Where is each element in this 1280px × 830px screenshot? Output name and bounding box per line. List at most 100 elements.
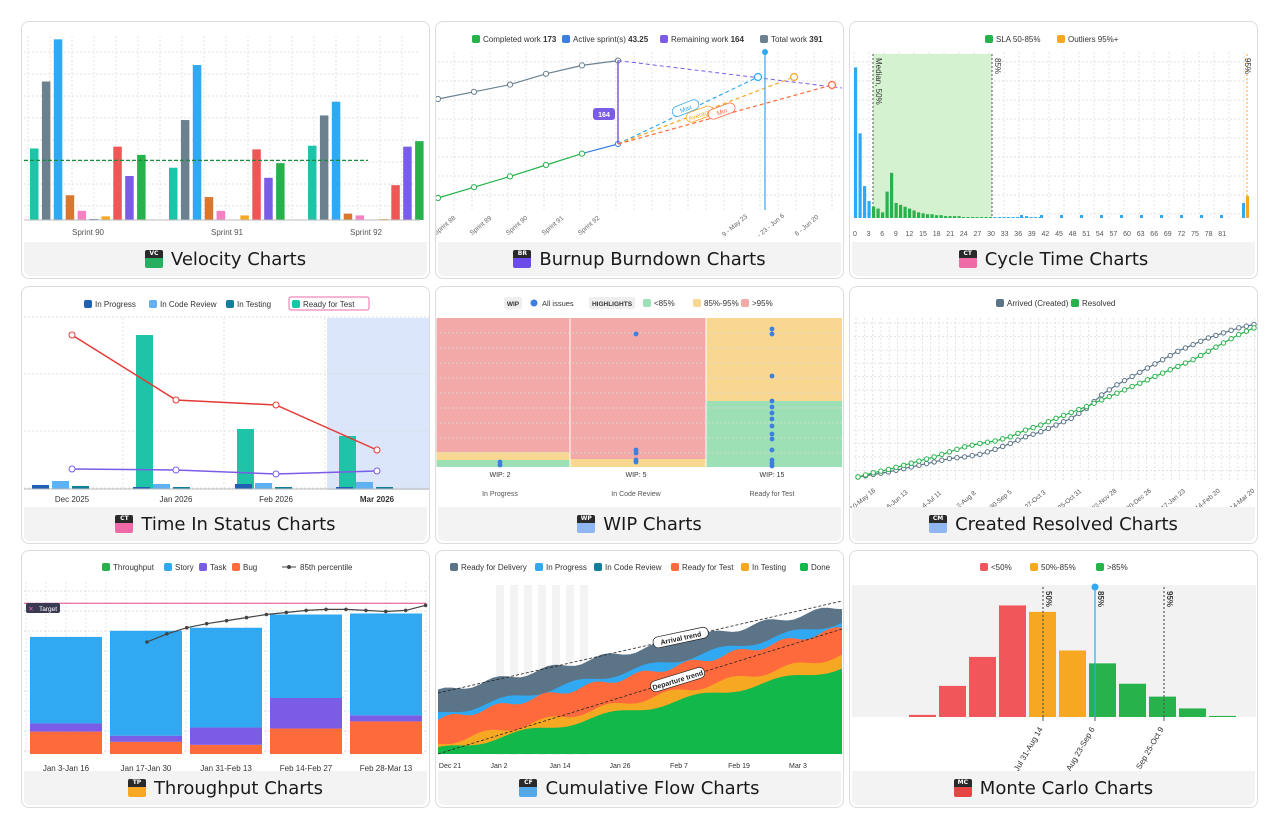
resolved-point [1251, 325, 1257, 331]
x-tick-label: 22-Nov 28 [1091, 487, 1119, 509]
cycle-time-bar [1140, 215, 1143, 218]
velocity-bar [252, 149, 261, 220]
trend-point-red [68, 331, 76, 339]
app-logo-code: CT [958, 250, 977, 258]
arrived-point [1060, 419, 1067, 425]
card-footer: BR Burnup Burndown Charts [438, 242, 841, 276]
chart-plot: In Progress In Code Review In Testing Ready… [24, 296, 429, 504]
cycle-time-bar [1007, 217, 1011, 218]
trend-point-purple [172, 466, 180, 474]
legend-item-swatch [1057, 35, 1065, 43]
completed-work-point [542, 161, 550, 169]
legend-item-swatch [671, 563, 679, 571]
card-title: Throughput Charts [153, 777, 324, 799]
completed-work-point [506, 173, 514, 180]
app-logo-body [958, 258, 977, 268]
status-bar [52, 481, 69, 489]
legend-item-label: In Progress [546, 563, 587, 572]
resolved-point [1144, 377, 1151, 383]
chart-card-burnup-burndown-charts[interactable]: Completed work 173 Active sprint(s) 43.25… [435, 21, 844, 279]
issue-point [769, 398, 775, 404]
percentile-point [324, 607, 328, 612]
cycle-time-bar [1120, 215, 1123, 218]
x-tick-label: 57 [1110, 231, 1118, 238]
x-tick-label: Sprint 92 [350, 228, 383, 237]
x-tick-label: 33 [1001, 231, 1009, 238]
legend-item-label: SLA 50-85% [996, 35, 1040, 44]
app-logo-icon: MC [953, 779, 972, 797]
x-tick-label: Dec 21 [439, 763, 461, 770]
cycle-time-bar [957, 216, 961, 218]
today-marker-dot [762, 49, 768, 55]
x-tick-label: 72 [1178, 231, 1186, 238]
arrived-point [1190, 341, 1196, 348]
legend-item-label: In Code Review [160, 300, 217, 309]
cycle-time-bar [1034, 217, 1038, 218]
flow-area [438, 668, 842, 754]
velocity-bar [41, 81, 51, 221]
resolved-point [1038, 422, 1044, 428]
throughput-bar [270, 728, 342, 754]
probability-bar [909, 714, 936, 717]
x-tick-label: 9 [894, 231, 898, 238]
chart-card-velocity-charts[interactable]: Sprint 90 Sprint 91 Sprint 92 VC Velocity Ch… [21, 21, 430, 279]
legend-item-label: Outliers 95%+ [1068, 35, 1119, 44]
cycle-time-bar [867, 201, 871, 218]
cycle-time-bar [989, 217, 993, 218]
app-logo-code: WP [577, 515, 596, 523]
chart-card-throughput-charts[interactable]: Throughput Story Task Bug 85th percentile Tar… [21, 550, 430, 808]
total-work-point [470, 88, 478, 95]
active-sprint-line [581, 143, 619, 155]
resolved-point [1022, 427, 1029, 433]
legend-item-label: 85%-95% [704, 299, 739, 308]
resolved-point [1129, 383, 1135, 390]
velocity-bar [355, 215, 365, 220]
velocity-bar [101, 216, 110, 220]
legend-item-label: <50% [991, 563, 1012, 572]
throughput-bar [30, 723, 102, 732]
arrived-point [1068, 415, 1074, 422]
x-tick-label: Mar 3 [789, 763, 807, 770]
cycle-time-bar [1060, 215, 1063, 218]
cycle-time-bar [1029, 217, 1033, 218]
legend-item-label: Active sprint(s) 43.25 [573, 35, 649, 44]
chart-card-created-resolved-charts[interactable]: Arrived (Created) Resolved 10-May 16 6-Jun … [849, 286, 1258, 544]
departure-trend-line [437, 628, 843, 755]
x-tick-label: Dec 2025 [55, 495, 90, 504]
x-tick-label: In Progress [482, 491, 518, 498]
probability-bar [1119, 683, 1146, 717]
all-issues-swatch [530, 299, 538, 307]
background-stripe [524, 585, 532, 755]
throughput-bar [110, 741, 182, 754]
resolved-point [1236, 331, 1242, 338]
cycle-time-bar [921, 213, 925, 218]
legend-item-swatch [472, 35, 480, 43]
probability-bar [1059, 650, 1086, 717]
zone-85-95 [436, 452, 570, 460]
chart-card-cumulative-flow-charts[interactable]: Ready for Delivery In Progress In Code Rev… [435, 550, 844, 808]
arrived-point [1114, 382, 1120, 388]
arrived-point [1015, 437, 1021, 443]
chart-card-wip-charts[interactable]: WIP All issues HIGHLIGHTS <85% 85%-95% >95% WI… [435, 286, 844, 544]
p95-label: 95% [1243, 58, 1252, 74]
resolved-point [1228, 336, 1234, 342]
resolved-point [916, 458, 922, 464]
trend-point-purple [68, 465, 76, 473]
cycle-time-bar [953, 216, 957, 218]
cycle-time-bar [939, 215, 943, 218]
chart-card-monte-carlo-charts[interactable]: <50% 50%-85% >85% 50% 85% 95% Jul 31-Aug 14 Aug… [849, 550, 1258, 808]
cycle-time-bar [858, 133, 862, 218]
cycle-time-bar [881, 212, 885, 218]
percentile-point [185, 625, 189, 630]
arrived-point [961, 454, 968, 460]
arrived-point [984, 449, 991, 455]
chart-card-cycle-time-charts[interactable]: SLA 50-85% Outliers 95%+ Median, 50% 85% 95%… [849, 21, 1258, 279]
forecast-point [753, 72, 763, 82]
percentile-label: 85% [1096, 591, 1105, 607]
probability-bar [1149, 696, 1176, 717]
chart-card-time-in-status-charts[interactable]: In Progress In Code Review In Testing Ready… [21, 286, 430, 544]
x-tick-label: 27 [974, 231, 982, 238]
arrived-point [977, 451, 983, 458]
x-tick-label: Sprint 90 [505, 215, 530, 237]
arrived-point [1045, 425, 1052, 432]
